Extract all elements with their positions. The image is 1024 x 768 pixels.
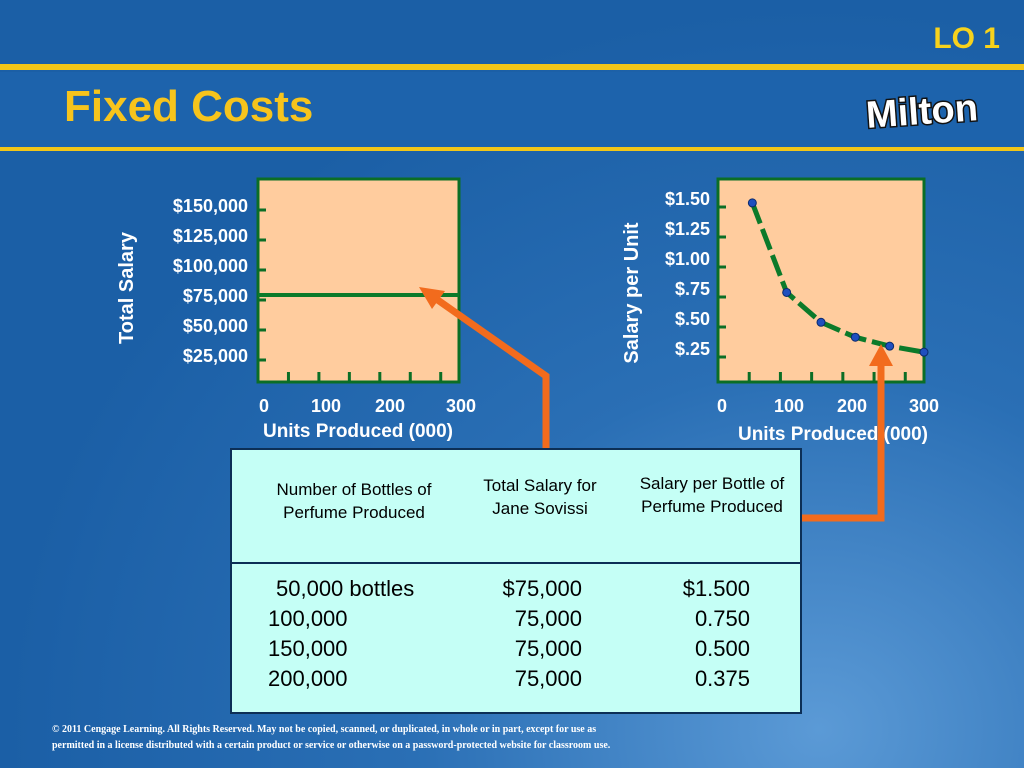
y-tick-label: $150,000 <box>173 196 248 216</box>
data-point <box>747 198 757 208</box>
table-cell: $1.500 <box>682 576 750 601</box>
callout-arrows <box>419 287 893 522</box>
table-cell: 75,000 <box>514 606 582 631</box>
data-point <box>816 317 826 327</box>
x-tick-label: 0 <box>259 396 269 416</box>
x-tick-label: 0 <box>717 396 727 416</box>
table-cell: 50,000 bottles <box>276 576 415 601</box>
x-axis-label: Units Produced (000) <box>738 424 928 445</box>
x-tick-label: 200 <box>375 396 405 416</box>
x-tick-label: 300 <box>909 396 939 416</box>
data-point <box>885 341 895 351</box>
plot-area <box>716 177 926 384</box>
arrow-to-total-salary-line <box>429 293 550 462</box>
data-point <box>782 287 792 297</box>
table-cell: 200,000 <box>268 666 348 691</box>
title-underline <box>0 147 1024 151</box>
y-tick-label: $125,000 <box>173 226 248 246</box>
table-cell: 0.375 <box>694 666 750 691</box>
salary-per-unit-chart: Salary per Unit Units Produced (000) $1.… <box>621 177 939 445</box>
header-bottles: Number of Bottles of Perfume Produced <box>276 480 432 522</box>
plot-area <box>256 177 461 384</box>
y-tick-label: $1.25 <box>665 219 710 239</box>
data-point <box>850 332 860 342</box>
table-cell: 100,000 <box>268 606 348 631</box>
x-tick-label: 100 <box>311 396 341 416</box>
header-salary-per-bottle: Salary per Bottle of Perfume Produced <box>639 474 785 516</box>
x-tick-label: 100 <box>774 396 804 416</box>
arrow-to-salary-per-unit-curve <box>778 362 885 522</box>
slide-title: Fixed Costs <box>64 82 314 131</box>
y-tick-label: $.25 <box>675 339 710 359</box>
copyright-notice: © 2011 Cengage Learning. All Rights Rese… <box>52 722 692 754</box>
logo-text: Milton <box>865 87 980 137</box>
y-tick-label: $75,000 <box>183 286 248 306</box>
salary-table: Number of Bottles of Perfume Produced To… <box>230 448 802 714</box>
table-cell: 150,000 <box>268 636 348 661</box>
y-tick-label: $100,000 <box>173 256 248 276</box>
top-accent-bar <box>0 64 1024 70</box>
x-tick-label: 200 <box>837 396 867 416</box>
arrow-head-right <box>869 344 893 366</box>
y-tick-label: $.50 <box>675 309 710 329</box>
table-cell: 75,000 <box>514 666 582 691</box>
table-cell: 75,000 <box>514 636 582 661</box>
copyright-line-2: permitted in a license distributed with … <box>52 740 611 751</box>
title-band <box>0 72 1024 148</box>
total-salary-chart: Total Salary Units Produced (000) $150,0… <box>116 177 476 442</box>
y-tick-label: $.75 <box>675 279 710 299</box>
x-tick-label: 300 <box>446 396 476 416</box>
y-tick-label: $25,000 <box>183 346 248 366</box>
y-tick-label: $1.00 <box>665 249 710 269</box>
table-cell: 0.750 <box>694 606 750 631</box>
copyright-line-1: © 2011 Cengage Learning. All Rights Rese… <box>52 724 597 735</box>
y-axis-label: Total Salary <box>116 231 138 344</box>
y-axis-label: Salary per Unit <box>621 222 643 364</box>
milton-logo: Milton <box>863 86 981 139</box>
arrow-head-left <box>419 287 445 309</box>
table-header-separator <box>232 562 800 564</box>
y-tick-label: $50,000 <box>183 316 248 336</box>
salary-per-unit-curve <box>749 201 925 355</box>
y-tick-label: $1.50 <box>665 189 710 209</box>
table-cell: $75,000 <box>502 576 582 601</box>
data-point <box>919 347 929 357</box>
table-cell: 0.500 <box>694 636 750 661</box>
header-total-salary: Total Salary for Jane Sovissi <box>483 476 597 518</box>
learning-objective-label: LO 1 <box>933 22 1000 55</box>
x-axis-label: Units Produced (000) <box>263 421 453 442</box>
